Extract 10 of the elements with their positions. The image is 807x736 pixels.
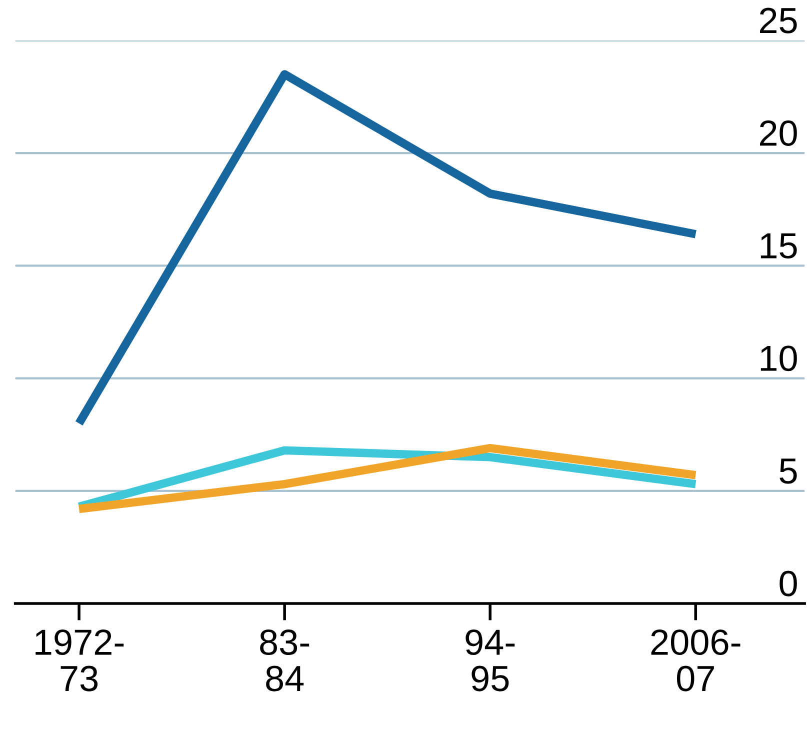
x-tick-label: 2006- 07 [651, 629, 740, 692]
y-tick-label: 15 [760, 233, 797, 259]
x-tick-label: 83- 84 [260, 629, 310, 692]
y-tick-label: 25 [760, 8, 797, 34]
y-tick-label: 20 [760, 120, 797, 146]
x-tick-label: 94- 95 [466, 629, 515, 692]
y-tick-label: 0 [780, 570, 797, 596]
y-tick-label: 5 [780, 458, 797, 484]
x-tick-label: 1972- 73 [36, 629, 124, 692]
y-tick-label: 10 [760, 346, 797, 372]
